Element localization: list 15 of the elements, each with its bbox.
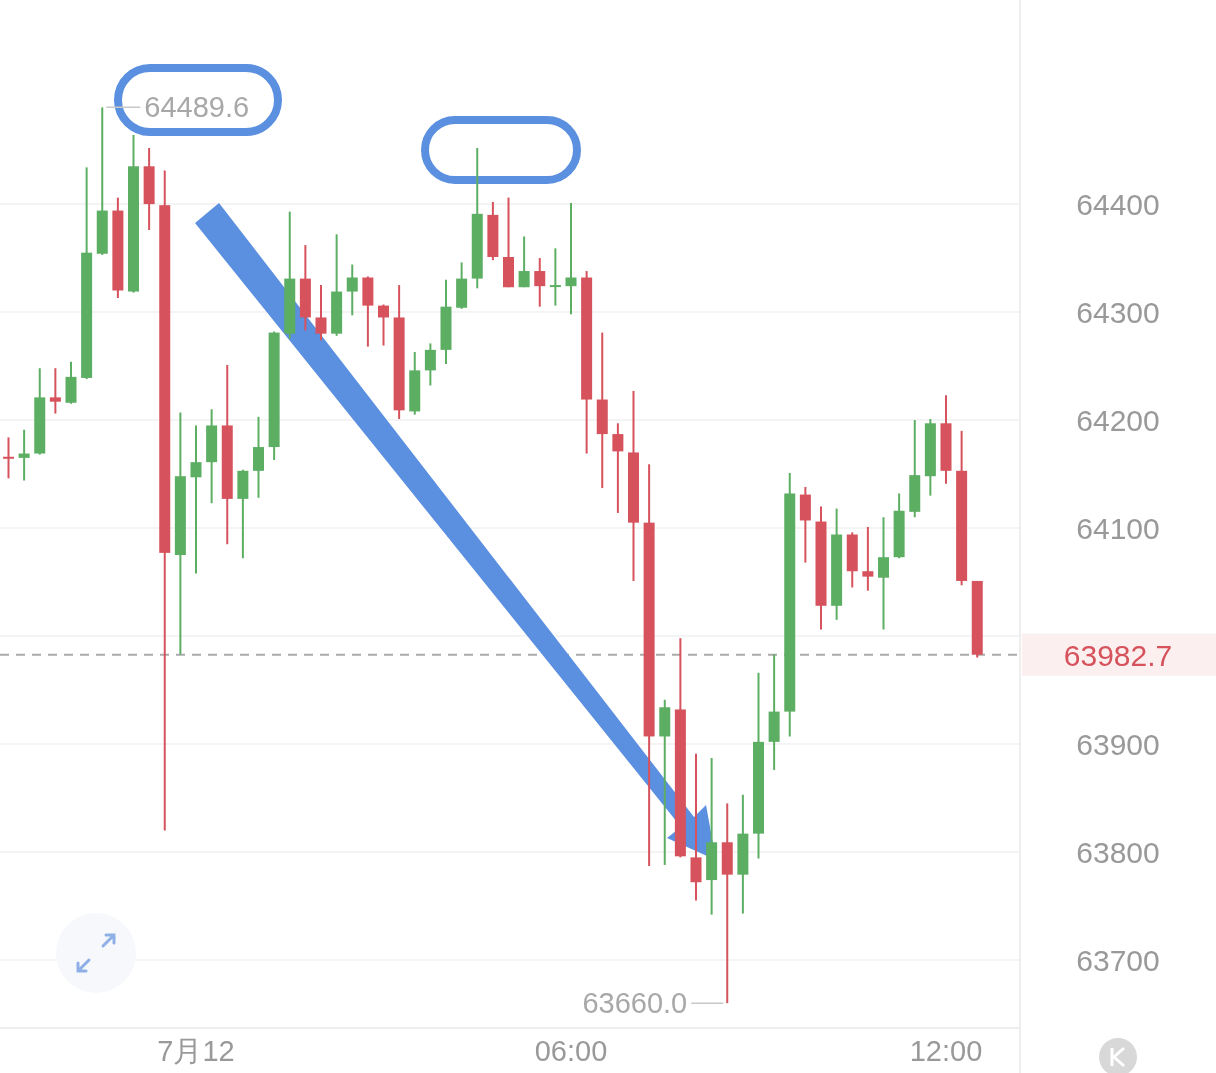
y-tick-label: 64100 <box>1076 512 1160 546</box>
x-tick-label: 7月12 <box>157 1035 235 1067</box>
y-tick-label: 64400 <box>1076 188 1160 222</box>
ref-line-label: 63982.7 <box>1063 638 1173 672</box>
y-tick-label: 63900 <box>1076 728 1160 761</box>
annotation: 63660.0 <box>582 987 724 1020</box>
x-tick-label: 06:00 <box>534 1035 608 1067</box>
annotation: 64489.6 <box>105 91 250 124</box>
y-tick-label: 64300 <box>1076 296 1160 330</box>
y-tick-label: 64200 <box>1076 404 1160 438</box>
y-tick-label: 63800 <box>1076 835 1160 869</box>
annotation: 64489.6 <box>144 91 250 124</box>
annotation: 63660.0 <box>582 987 688 1020</box>
y-tick-label: 63700 <box>1076 943 1160 977</box>
x-tick-label: 12:00 <box>909 1035 983 1067</box>
